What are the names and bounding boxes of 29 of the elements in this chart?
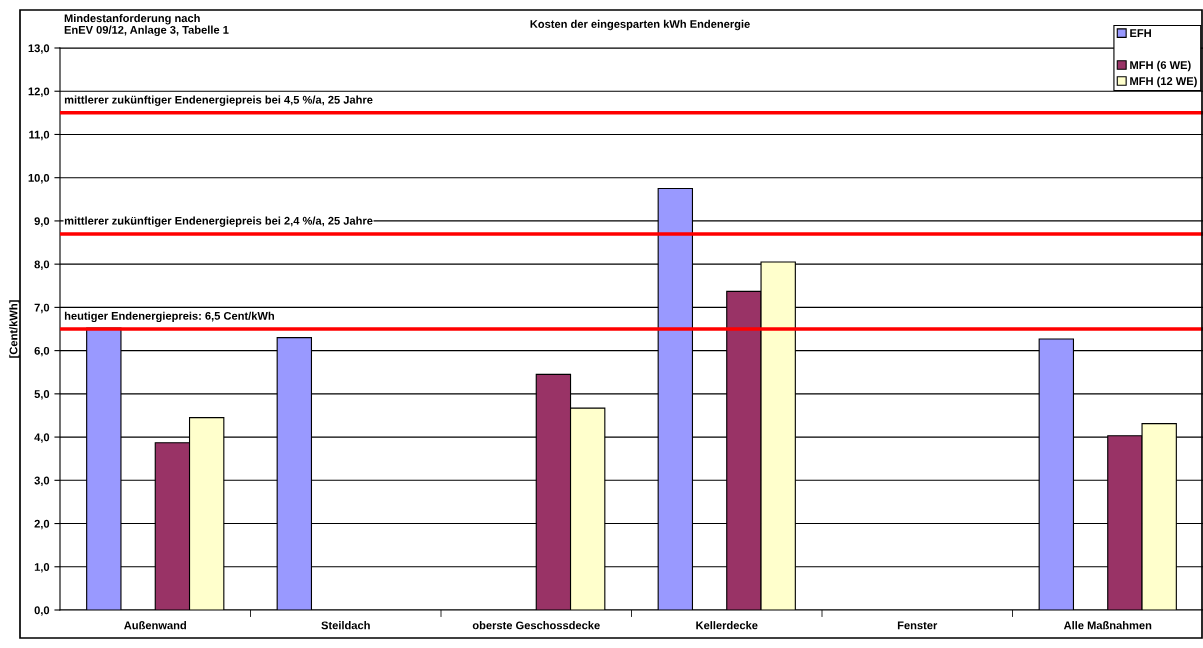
y-tick-label: 13,0 <box>28 44 50 54</box>
legend-label: MFH (12 WE) <box>1130 76 1197 88</box>
y-tick-label: 3,0 <box>34 476 50 487</box>
y-tick-label: 11,0 <box>29 130 50 141</box>
y-tick-label: 6,0 <box>34 346 50 357</box>
y-tick-label: 7,0 <box>34 303 50 314</box>
x-tick-label: Fenster <box>897 621 938 630</box>
text: Mindestanforderung nach EnEV 09/12, Anlage 3, Tabelle 1 <box>64 14 229 37</box>
y-tick-label: 5,0 <box>34 390 50 400</box>
y-tick-label: 10,0 <box>28 173 50 184</box>
legend-label: EFH <box>1130 29 1151 37</box>
ref-line-label: mittlerer zukünftiger Endenergiepreis bei 4,5 %/a, 25 Jahre <box>64 95 373 106</box>
ref-line-label: heutiger Endenergiepreis: 6,5 Cent/kWh <box>64 311 275 323</box>
y-tick-label: 8,0 <box>34 260 50 270</box>
x-tick-label: Alle Maßnahmen <box>1063 621 1152 630</box>
ref-line-label: mittlerer zukünftiger Endenergiepreis bei 2,4 %/a, 25 Jahre <box>64 216 373 227</box>
y-axis-title: [Cent/kWh] <box>9 300 20 358</box>
legend-label: MFH (6 WE) <box>1130 60 1191 72</box>
x-tick-label: Kellerdecke <box>696 621 758 630</box>
x-tick-label: Außenwand <box>124 621 186 630</box>
y-tick-label: 1,0 <box>34 563 50 573</box>
x-tick-label: oberste Geschossdecke <box>472 621 600 630</box>
y-tick-label: 12,0 <box>28 87 50 97</box>
y-tick-label: 9,0 <box>34 217 50 227</box>
y-tick-label: 4,0 <box>34 433 50 443</box>
y-tick-label: 2,0 <box>34 519 50 530</box>
x-tick-label: Steildach <box>321 621 370 630</box>
y-tick-label: 0,0 <box>34 606 50 616</box>
chart-title: Kosten der eingesparten kWh Endenergie <box>530 19 750 31</box>
